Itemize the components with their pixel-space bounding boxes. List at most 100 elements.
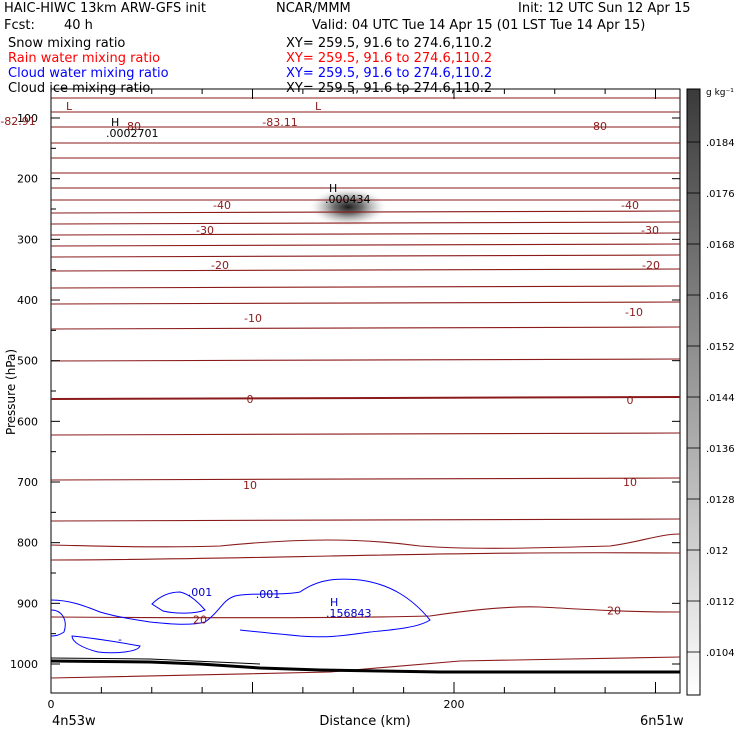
temperature-contour <box>50 210 681 214</box>
temperature-contour <box>50 243 681 247</box>
temperature-contour <box>50 656 681 679</box>
colorbar-tick-label: .0136 <box>706 444 735 455</box>
cloud-water-contours <box>50 578 431 654</box>
colorbar-tick-label: .0184 <box>706 138 735 149</box>
colorbar-tick-label: .0176 <box>706 189 735 200</box>
temperature-contour <box>50 254 681 258</box>
temperature-label: -10 <box>244 312 262 325</box>
colorbar-tick-label: .0152 <box>706 342 735 353</box>
temperature-label: -20 <box>211 259 229 272</box>
cloud-water-label: .001 <box>256 588 281 601</box>
temperature-label: -30 <box>641 224 659 237</box>
fcst-value: 40 h <box>64 18 93 33</box>
field-snow-name: Snow mixing ratio <box>8 36 126 51</box>
field-snow-xy: XY= 259.5, 91.6 to 274.6,110.2 <box>286 36 493 51</box>
title-left: HAIC-HIWC 13km ARW-GFS init <box>4 1 206 16</box>
temperature-contour <box>50 285 681 289</box>
colorbar-ticks: .0184 .0176 .0168 .016 .0152 .0144 .0136 .0128.… <box>687 138 735 659</box>
temperature-labels: -82.91 -80 -83.11 -80-40 -40-30 -30-20 -20-10-… <box>0 115 660 627</box>
temperature-contour <box>50 301 681 305</box>
x-end-label: 6n51w <box>640 714 684 729</box>
temperature-label: 10 <box>243 479 257 492</box>
x-tick-label: 200 <box>444 698 465 711</box>
temperature-label: -20 <box>642 259 660 272</box>
y-tick-label: 900 <box>17 597 38 610</box>
temperature-label: -40 <box>621 199 639 212</box>
surface-line <box>50 659 680 674</box>
extremum-letter: L <box>66 100 73 113</box>
temperature-contour <box>50 221 681 225</box>
y-tick-label: 200 <box>17 173 38 186</box>
temperature-label: 10 <box>623 476 637 489</box>
temperature-contour <box>50 268 681 272</box>
valid-label: Valid: 04 UTC Tue 14 Apr 15 (01 LST Tue … <box>312 18 646 33</box>
temperature-label: -40 <box>213 199 231 212</box>
surface-line-upper <box>50 657 261 665</box>
org-label: NCAR/MMM <box>276 1 351 16</box>
y-tick-label: 100 <box>17 112 38 125</box>
cloud-water-labels: .001 .001 - <box>118 586 280 646</box>
x-axis-title: Distance (km) <box>319 714 410 729</box>
extremum-value: .0002701 <box>106 127 159 140</box>
colorbar-tick-label: .012 <box>706 546 728 557</box>
temperature-label: 0 <box>247 393 254 406</box>
temperature-label: 20 <box>607 605 621 618</box>
y-tick-label: 600 <box>17 415 38 428</box>
temperature-contour <box>50 606 681 619</box>
plot-frame <box>50 88 681 694</box>
field-rain-xy: XY= 259.5, 91.6 to 274.6,110.2 <box>286 51 493 66</box>
cloud-water-label: .001 <box>188 586 213 599</box>
temperature-label: 20 <box>193 614 207 627</box>
temperature-label: -30 <box>196 224 214 237</box>
extremum-value: .156843 <box>326 607 372 620</box>
temperature-contour <box>50 395 681 401</box>
init-label: Init: 12 UTC Sun 12 Apr 15 <box>518 1 691 16</box>
cloud-water-minus-label: - <box>118 633 122 646</box>
temperature-contour <box>50 552 681 561</box>
temperature-contours <box>50 97 681 679</box>
temperature-contour <box>50 232 681 236</box>
y-tick-label: 1000 <box>10 658 38 671</box>
y-tick-label: 400 <box>17 294 38 307</box>
colorbar-tick-label: .0112 <box>706 597 735 608</box>
field-cloudwater-xy: XY= 259.5, 91.6 to 274.6,110.2 <box>286 66 493 81</box>
extremum-letter: H <box>111 116 119 129</box>
temperature-label: -82.91 <box>0 115 35 128</box>
temperature-label: 0 <box>627 394 634 407</box>
extremum-letter: L <box>315 100 322 113</box>
temperature-label: -80 <box>589 120 607 133</box>
colorbar-tick-label: .0144 <box>706 393 735 404</box>
colorbar-tick-label: .0104 <box>706 648 735 659</box>
extremum-value: .000434 <box>325 193 371 206</box>
colorbar-tick-label: .0128 <box>706 495 735 506</box>
x-tick-label: 0 <box>48 698 55 711</box>
temperature-label: -80 <box>123 120 141 133</box>
y-tick-label: 700 <box>17 476 38 489</box>
y-tick-label: 500 <box>17 355 38 368</box>
field-rain-name: Rain water mixing ratio <box>8 51 161 66</box>
colorbar-tick-label: .0168 <box>706 240 735 251</box>
y-tick-label: 300 <box>17 233 38 246</box>
y-tick-label: 800 <box>17 537 38 550</box>
temperature-contour <box>50 326 681 330</box>
temperature-contour <box>50 533 681 549</box>
temperature-contour <box>50 358 681 362</box>
y-axis-title: Pressure (hPa) <box>4 349 18 435</box>
temperature-label: -10 <box>625 306 643 319</box>
temperature-contour <box>50 432 681 436</box>
fcst-label: Fcst: <box>4 18 35 33</box>
colorbar-unit: g kg⁻¹ <box>706 88 734 98</box>
field-cloudwater-name: Cloud water mixing ratio <box>8 66 169 81</box>
x-axis: 0 200 <box>48 89 656 711</box>
colorbar-tick-label: .016 <box>706 291 728 302</box>
colorbar <box>686 88 701 696</box>
extremum-letter: H <box>329 182 337 195</box>
temperature-contour <box>50 518 681 522</box>
x-start-label: 4n53w <box>52 714 96 729</box>
temperature-contour <box>50 477 681 481</box>
temperature-label: -83.11 <box>262 116 297 129</box>
cloud-ice-maximum <box>308 187 388 227</box>
extremum-letter: H <box>330 596 338 609</box>
